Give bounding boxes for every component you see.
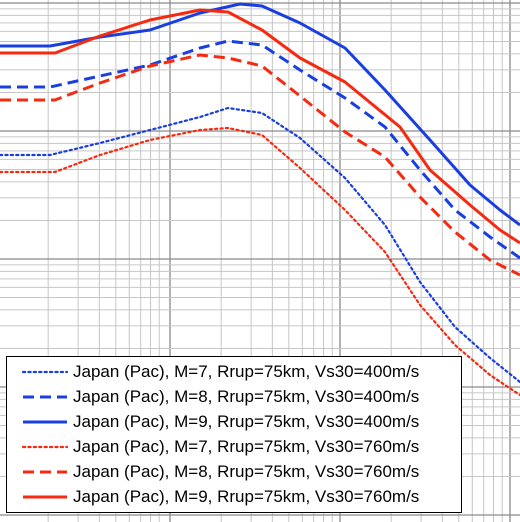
series-line-6 [0, 8, 520, 245]
legend-label-2: Japan (Pac), M=8, Rrup=75km, Vs30=400m/s [73, 387, 420, 406]
legend-swatch-4 [21, 445, 69, 449]
legend-entry-6: Japan (Pac), M=9, Rrup=75km, Vs30=760m/s [13, 486, 461, 508]
legend-entry-1: Japan (Pac), M=7, Rrup=75km, Vs30=400m/s [13, 361, 461, 383]
series-line-3 [0, 2, 520, 227]
legend-swatch-5 [23, 470, 67, 474]
series-line-5 [0, 53, 520, 277]
legend-label-1: Japan (Pac), M=7, Rrup=75km, Vs30=400m/s [73, 362, 420, 381]
legend: Japan (Pac), M=7, Rrup=75km, Vs30=400m/s… [6, 356, 462, 513]
series-line-1 [0, 106, 520, 384]
legend-swatch-3 [23, 420, 67, 424]
series-layer [0, 2, 520, 397]
legend-entry-3: Japan (Pac), M=9, Rrup=75km, Vs30=400m/s [13, 411, 461, 433]
legend-label-5: Japan (Pac), M=8, Rrup=75km, Vs30=760m/s [73, 462, 420, 481]
legend-label-6: Japan (Pac), M=9, Rrup=75km, Vs30=760m/s [73, 487, 420, 506]
series-line-4 [0, 126, 520, 397]
legend-swatch-2 [23, 395, 67, 399]
legend-label-4: Japan (Pac), M=7, Rrup=75km, Vs30=760m/s [73, 437, 420, 456]
legend-entry-2: Japan (Pac), M=8, Rrup=75km, Vs30=400m/s [13, 386, 461, 408]
legend-entry-5: Japan (Pac), M=8, Rrup=75km, Vs30=760m/s [13, 461, 461, 483]
legend-label-3: Japan (Pac), M=9, Rrup=75km, Vs30=400m/s [73, 412, 420, 431]
series-line-2 [0, 39, 520, 260]
legend-entry-4: Japan (Pac), M=7, Rrup=75km, Vs30=760m/s [13, 436, 461, 458]
legend-swatch-6 [23, 495, 67, 499]
legend-swatch-1 [21, 370, 69, 374]
